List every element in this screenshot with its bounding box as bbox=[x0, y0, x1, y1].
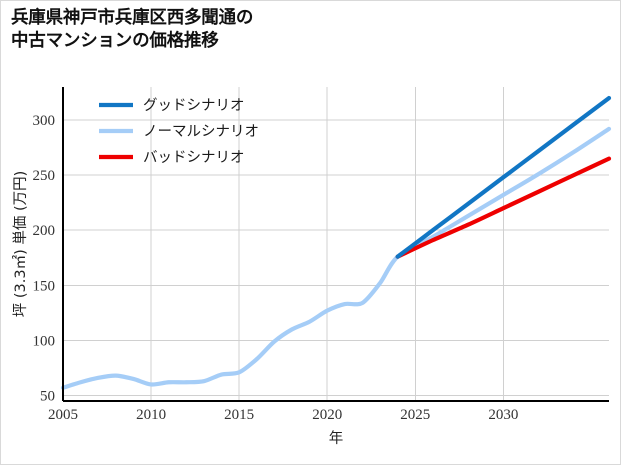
series-line-good bbox=[395, 95, 612, 259]
legend-label: バッドシナリオ bbox=[143, 150, 245, 166]
y-tick-label: 300 bbox=[33, 113, 56, 129]
page-title: 兵庫県神戸市兵庫区西多聞通の 中古マンションの価格推移 bbox=[11, 8, 254, 52]
y-axis-tick-labels: 50 100 150 200 250 300 bbox=[33, 113, 56, 404]
x-tick-label: 2015 bbox=[224, 407, 254, 423]
series-lines bbox=[60, 95, 612, 390]
axis-lines bbox=[61, 87, 609, 403]
x-tick-label: 2025 bbox=[400, 407, 430, 423]
x-axis-title: 年 bbox=[329, 430, 344, 447]
y-tick-label: 50 bbox=[40, 388, 55, 404]
x-tick-label: 2010 bbox=[136, 407, 166, 423]
y-tick-label: 200 bbox=[33, 223, 56, 239]
y-axis-title: 坪 (3.3㎡) 単価 (万円) bbox=[12, 171, 29, 318]
x-axis-tick-labels: 2005 2010 2015 2020 2025 2030 bbox=[48, 407, 518, 423]
legend-label: ノーマルシナリオ bbox=[143, 124, 259, 140]
plot-background bbox=[63, 87, 609, 401]
horizontal-gridlines bbox=[63, 119, 609, 396]
x-tick-label: 2020 bbox=[312, 407, 342, 423]
series-line-normal bbox=[60, 126, 612, 390]
series-line-bad bbox=[395, 156, 612, 259]
y-tick-label: 100 bbox=[33, 333, 56, 349]
legend-label: グッドシナリオ bbox=[143, 97, 245, 114]
y-tick-label: 150 bbox=[33, 278, 56, 294]
x-tick-label: 2030 bbox=[488, 407, 518, 423]
y-tick-label: 250 bbox=[33, 168, 56, 184]
x-tick-label: 2005 bbox=[48, 407, 78, 423]
